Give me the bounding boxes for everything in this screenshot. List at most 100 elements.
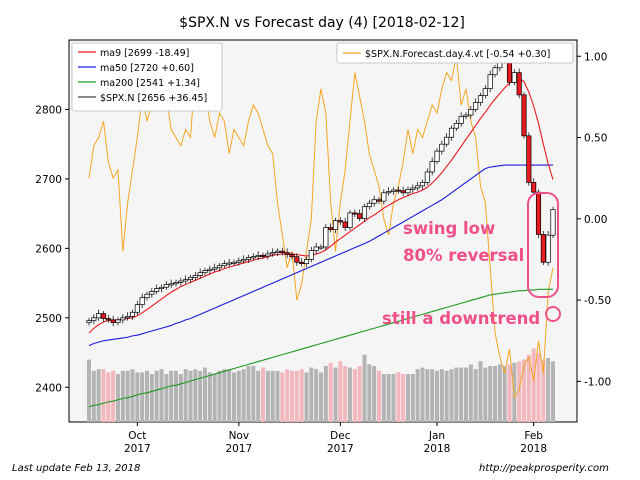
- candle-body: [226, 262, 232, 265]
- candle-body: [448, 127, 455, 138]
- volume-bar: [130, 369, 135, 422]
- candle-body: [284, 252, 290, 255]
- candle-body: [468, 109, 474, 116]
- volume-bar: [425, 369, 430, 422]
- volume-bar: [352, 369, 357, 422]
- volume-bar: [502, 366, 507, 422]
- volume-bar: [415, 369, 420, 422]
- volume-bar: [314, 369, 319, 422]
- candle-body: [482, 88, 488, 96]
- volume-bar: [512, 362, 517, 422]
- volume-bar: [193, 369, 198, 422]
- y-left-tick-label: 2600: [35, 243, 62, 255]
- y-left-tick-label: 2700: [35, 174, 62, 186]
- volume-bar: [174, 370, 178, 422]
- candle-body: [289, 254, 295, 258]
- candle-body: [405, 188, 411, 194]
- candle-body: [400, 190, 406, 194]
- volume-bar: [526, 354, 531, 422]
- candle-body: [250, 256, 256, 259]
- volume-bar: [522, 359, 526, 422]
- candle-body: [386, 191, 392, 194]
- candle-body: [187, 277, 194, 280]
- volume-bar: [435, 370, 439, 422]
- candlesticks: [86, 55, 556, 327]
- candle-body: [168, 283, 174, 286]
- candle-body: [158, 286, 165, 289]
- volume-bar: [140, 372, 145, 422]
- ma50-line: [88, 164, 553, 347]
- volume-bar: [120, 370, 125, 422]
- volume-bar: [135, 372, 140, 422]
- candle-body: [178, 280, 184, 283]
- candle-body: [279, 250, 285, 253]
- candle-body: [371, 199, 377, 204]
- candle-body: [342, 221, 348, 228]
- volume-bar: [381, 374, 386, 422]
- candle-body: [308, 250, 314, 260]
- candle-body: [183, 279, 189, 282]
- candle-body: [390, 189, 397, 192]
- chart-title: $SPX.N vs Forecast day (4) [2018-02-12]: [179, 15, 465, 31]
- x-tick-month: Feb: [524, 430, 543, 442]
- y-right-tick-label: 0.50: [584, 133, 607, 145]
- annotation-swing-low: swing low: [403, 219, 495, 238]
- volume-bar: [251, 366, 256, 422]
- candle-body: [221, 263, 227, 267]
- volume-bar: [468, 364, 473, 422]
- volume-bar: [377, 370, 381, 422]
- candle-body: [173, 282, 179, 285]
- candle-body: [434, 150, 440, 162]
- x-tick-month: Nov: [229, 430, 250, 442]
- candle-body: [328, 227, 334, 230]
- x-tick-year: 2017: [124, 443, 151, 455]
- candle-body: [453, 122, 459, 129]
- volume-bar: [198, 370, 203, 422]
- candle-body: [550, 209, 556, 236]
- candle-body: [477, 95, 484, 103]
- volume-bar: [101, 369, 106, 422]
- x-tick-month: Dec: [330, 430, 351, 442]
- volume-bar: [285, 369, 290, 422]
- ma200-line: [88, 288, 553, 408]
- volume-bar: [348, 367, 352, 422]
- volume-bar: [241, 369, 246, 422]
- candle-body: [521, 94, 527, 137]
- volume-bar: [464, 367, 468, 422]
- volume-bar: [483, 367, 488, 422]
- candle-body: [352, 212, 358, 215]
- x-tick-year: 2018: [520, 443, 547, 455]
- volume-bar: [159, 369, 164, 422]
- volume-bar: [372, 366, 377, 422]
- candle-body: [86, 320, 92, 324]
- candle-body: [202, 270, 208, 274]
- volume-bar: [338, 361, 343, 422]
- y-axis-left: 2400 2500 2600 2700 2800: [35, 104, 69, 394]
- legend-label-ma50: ma50 [2720 +0.60]: [100, 63, 194, 74]
- candle-body: [303, 259, 310, 264]
- candle-body: [197, 272, 203, 276]
- annotation-reversal: 80% reversal: [403, 246, 524, 265]
- candle-body: [540, 234, 546, 263]
- candle-body: [376, 199, 382, 202]
- volume-bar: [328, 362, 333, 422]
- volume-bar: [154, 370, 159, 422]
- candle-body: [366, 202, 372, 208]
- volume-bar: [541, 359, 546, 422]
- volume-bar: [357, 366, 362, 422]
- candle-body: [265, 253, 271, 257]
- volume-bar: [546, 358, 551, 422]
- candle-body: [274, 250, 281, 253]
- legend-label-forecast: $SPX.N.Forecast.day.4.vt [-0.54 +0.30]: [365, 49, 550, 60]
- candle-body: [212, 267, 218, 270]
- candle-body: [192, 275, 198, 278]
- volume-bar: [164, 374, 169, 422]
- candle-body: [245, 257, 252, 260]
- volume-bar: [449, 369, 454, 422]
- volume-bar: [473, 369, 478, 422]
- volume-bar: [497, 364, 502, 422]
- volume-bar: [517, 361, 522, 422]
- candle-body: [531, 182, 537, 193]
- footer-url: http://peakprosperity.com: [479, 463, 609, 474]
